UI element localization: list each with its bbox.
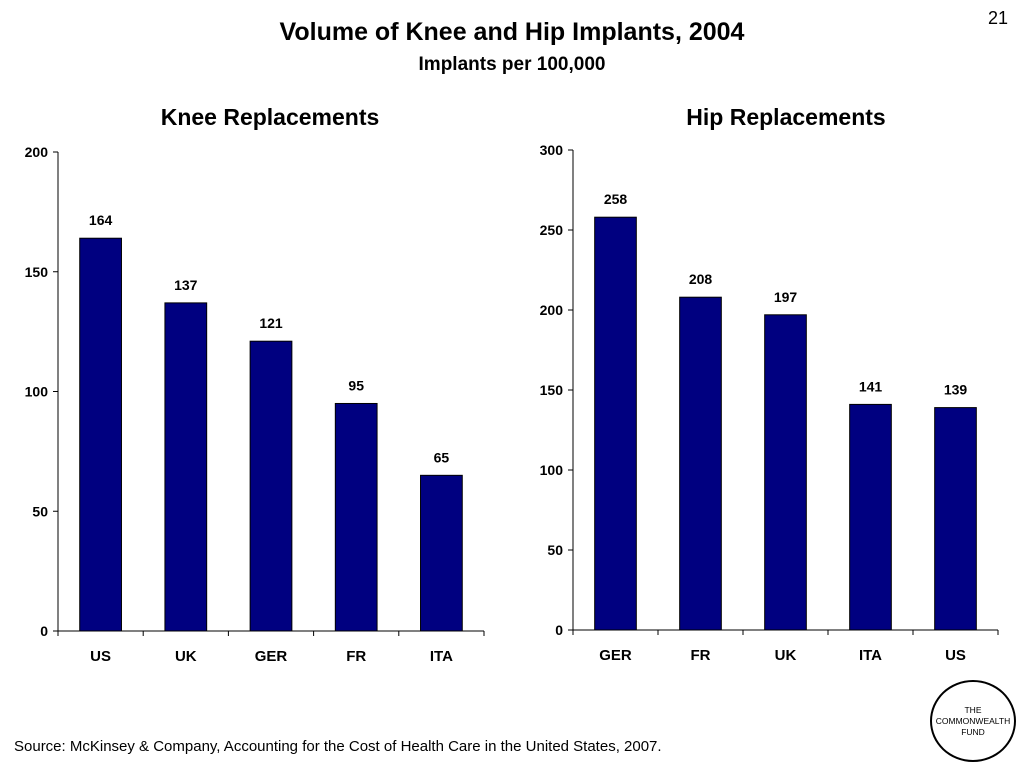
hip-data-label-us: 139 — [944, 382, 968, 398]
logo-line-1: THE — [964, 704, 982, 715]
knee-data-label-ger: 121 — [259, 315, 283, 331]
knee-data-label-fr: 95 — [348, 377, 364, 393]
hip-data-label-ita: 141 — [859, 378, 883, 394]
hip-y-tick-label: 100 — [540, 462, 564, 478]
knee-bar-us — [79, 237, 122, 632]
hip-data-label-uk: 197 — [774, 289, 798, 305]
source-note: Source: McKinsey & Company, Accounting f… — [14, 738, 662, 755]
hip-data-label-ger: 258 — [604, 191, 628, 207]
knee-category-label-uk: UK — [175, 648, 197, 665]
hip-bar-fr — [679, 296, 722, 631]
hip-bar-ita — [849, 403, 892, 631]
knee-data-label-ita: 65 — [434, 449, 450, 465]
hip-bar-uk — [764, 314, 807, 631]
hip-y-tick-label: 300 — [540, 142, 564, 158]
knee-category-label-ita: ITA — [430, 648, 453, 665]
knee-bar-ger — [249, 340, 293, 632]
knee-y-tick-label: 150 — [25, 264, 49, 280]
hip-category-label-ita: ITA — [859, 647, 882, 664]
hip-bar-ger — [594, 216, 637, 631]
hip-data-label-fr: 208 — [689, 271, 713, 287]
knee-chart-title: Knee Replacements — [161, 104, 380, 130]
knee-y-tick-label: 100 — [25, 384, 49, 400]
knee-y-tick-label: 50 — [32, 503, 48, 519]
knee-bar-uk — [164, 302, 208, 632]
hip-chart-title: Hip Replacements — [686, 104, 885, 130]
hip-category-label-fr: FR — [691, 647, 711, 664]
knee-bar-ita — [420, 474, 463, 632]
hip-y-tick-label: 0 — [555, 622, 563, 638]
hip-y-tick-label: 200 — [540, 302, 564, 318]
hip-category-label-us: US — [945, 647, 966, 664]
hip-y-tick-label: 50 — [547, 542, 563, 558]
hip-category-label-ger: GER — [599, 647, 632, 664]
knee-bar-fr — [334, 402, 378, 632]
logo-line-3: FUND — [961, 726, 985, 737]
knee-category-label-fr: FR — [346, 648, 366, 665]
hip-y-tick-label: 150 — [540, 382, 564, 398]
knee-data-label-us: 164 — [89, 212, 113, 228]
hip-category-label-uk: UK — [775, 647, 797, 664]
hip-y-tick-label: 250 — [540, 222, 564, 238]
knee-category-label-ger: GER — [255, 648, 288, 665]
knee-data-label-uk: 137 — [174, 277, 198, 293]
page-title: Volume of Knee and Hip Implants, 2004 — [279, 18, 745, 46]
page-number: 21 — [987, 8, 1008, 28]
knee-y-tick-label: 0 — [40, 623, 48, 639]
page-subtitle: Implants per 100,000 — [418, 54, 606, 75]
knee-category-label-us: US — [90, 648, 111, 665]
commonwealth-fund-logo: THE COMMONWEALTH FUND — [930, 680, 1016, 762]
logo-line-2: COMMONWEALTH — [935, 715, 1011, 726]
knee-y-tick-label: 200 — [25, 144, 49, 160]
hip-bar-us — [934, 407, 977, 631]
